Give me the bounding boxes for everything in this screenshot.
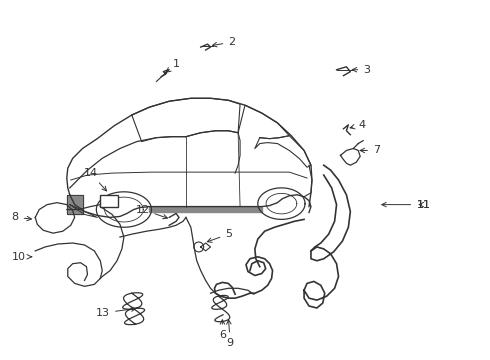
Text: 7: 7	[360, 145, 380, 156]
Text: 11: 11	[417, 199, 431, 210]
Text: 5: 5	[207, 229, 232, 242]
Polygon shape	[149, 207, 262, 212]
Text: 12: 12	[135, 204, 168, 219]
Text: 4: 4	[350, 120, 366, 130]
Text: 13: 13	[96, 307, 136, 318]
Text: 11: 11	[417, 199, 431, 210]
Text: 1: 1	[166, 59, 180, 72]
Text: 2: 2	[212, 37, 235, 47]
Text: 3: 3	[352, 65, 370, 75]
Text: 8: 8	[12, 212, 31, 222]
Text: 10: 10	[12, 252, 31, 262]
Bar	[100, 195, 118, 207]
Text: 6: 6	[219, 320, 226, 339]
Text: 9: 9	[227, 320, 234, 347]
Text: 14: 14	[83, 168, 106, 191]
Polygon shape	[67, 195, 82, 215]
